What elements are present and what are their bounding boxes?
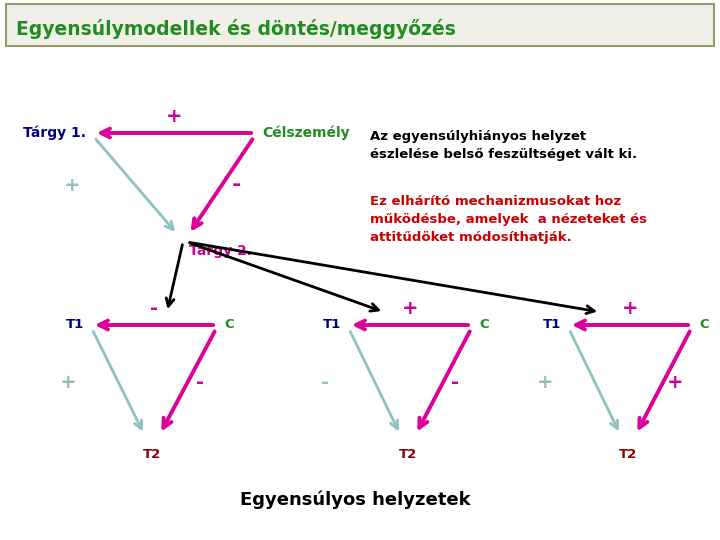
Text: Az egyensúlyhiányos helyzet
észlelése belső feszültséget vált ki.: Az egyensúlyhiányos helyzet észlelése be…: [370, 130, 637, 161]
Text: T1: T1: [323, 319, 341, 332]
Text: +: +: [667, 373, 684, 392]
Text: +: +: [166, 107, 182, 126]
Text: T2: T2: [399, 448, 417, 461]
Text: Célszemély: Célszemély: [262, 126, 350, 140]
Text: T2: T2: [619, 448, 637, 461]
Text: Ez elhárító mechanizmusokat hoz
működésbe, amelyek  a nézeteket és
attitűdöket m: Ez elhárító mechanizmusokat hoz működésb…: [370, 195, 647, 244]
Text: Egyensúlyos helyzetek: Egyensúlyos helyzetek: [240, 491, 470, 509]
Text: T1: T1: [66, 319, 84, 332]
Text: +: +: [64, 176, 80, 195]
Text: Tárgy 2.: Tárgy 2.: [189, 244, 252, 259]
FancyBboxPatch shape: [6, 4, 714, 46]
Text: C: C: [699, 319, 708, 332]
Text: C: C: [224, 319, 233, 332]
Text: +: +: [536, 373, 553, 392]
Text: T1: T1: [543, 319, 561, 332]
Text: T2: T2: [143, 448, 161, 461]
Text: -: -: [196, 373, 204, 392]
Text: -: -: [232, 176, 241, 195]
Text: +: +: [60, 373, 76, 392]
Text: C: C: [479, 319, 489, 332]
Text: -: -: [321, 373, 329, 392]
Text: Tárgy 1.: Tárgy 1.: [23, 126, 86, 140]
Text: Egyensúlymodellek és döntés/meggyőzés: Egyensúlymodellek és döntés/meggyőzés: [16, 19, 456, 39]
Text: -: -: [150, 300, 158, 319]
Text: -: -: [451, 373, 459, 392]
Text: +: +: [402, 300, 418, 319]
Text: +: +: [622, 300, 638, 319]
